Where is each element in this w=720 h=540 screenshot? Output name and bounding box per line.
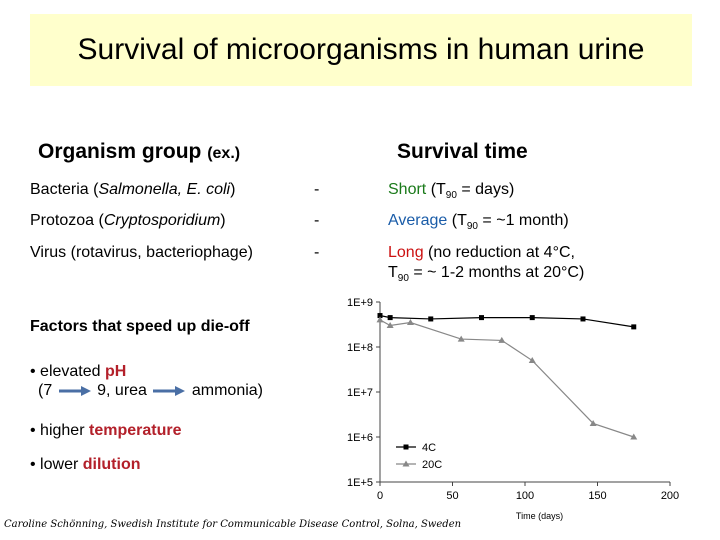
data-point-20c (457, 335, 465, 342)
title-banner: Survival of microorganisms in human urin… (30, 14, 692, 86)
data-point-20c (402, 460, 410, 467)
time-text: (no reduction at 4°C, (423, 244, 575, 261)
row-virus-dash: - (314, 244, 320, 261)
header-survival-time: Survival time (397, 140, 528, 163)
x-axis-label: Time (days) (516, 511, 563, 521)
data-point-4c (403, 444, 409, 450)
x-tick-label: 150 (588, 490, 606, 502)
time-text: (T (447, 212, 467, 229)
x-tick-label: 50 (446, 490, 458, 502)
organism-end: ) (230, 181, 236, 198)
organism-text: Bacteria ( (30, 181, 99, 198)
factor-key-dilution: dilution (82, 456, 141, 473)
survival-short: Short (388, 181, 427, 198)
row-bacteria-organism: Bacteria (Salmonella, E. coli) (30, 180, 235, 200)
factor-temperature: • higher temperature (30, 421, 181, 440)
subscript: 90 (445, 190, 457, 202)
data-point-20c (528, 357, 536, 364)
data-point-20c (498, 336, 506, 343)
row-virus-time: Long (no reduction at 4°C, T90 = ~ 1-2 m… (388, 243, 584, 289)
survival-average: Average (388, 212, 448, 229)
time-text-line2: T (388, 264, 398, 281)
factor-ph: • elevated pH (30, 362, 126, 381)
organism-end: ) (220, 212, 226, 229)
credit-line: Caroline Schönning, Swedish Institute fo… (4, 519, 462, 530)
arrow-right-icon (58, 385, 91, 396)
data-point-4c (387, 315, 393, 321)
subscript: 90 (466, 221, 478, 233)
y-tick-label: 1E+9 (347, 297, 373, 309)
row-protozoa-organism: Protozoa (Cryptosporidium) (30, 211, 226, 231)
subscript: 90 (397, 273, 409, 285)
arrow-right-icon (153, 385, 186, 396)
data-point-20c (630, 433, 638, 440)
factor-ph-detail: (7 9, urea ammonia) (38, 381, 263, 400)
data-point-20c (406, 319, 414, 326)
factor-key-temperature: temperature (88, 422, 182, 439)
factor-text: higher (35, 422, 89, 439)
data-point-20c (386, 322, 394, 329)
data-point-4c (377, 313, 383, 319)
time-text-end: = ~1 month) (477, 212, 569, 229)
y-tick-label: 1E+8 (347, 342, 373, 354)
factor-dilution: • lower dilution (30, 455, 141, 474)
time-text: (T (426, 181, 446, 198)
survival-long: Long (388, 244, 424, 261)
header-organism-ex: (ex.) (207, 145, 241, 162)
series-line-20c (379, 319, 634, 438)
survival-chart: 1E+9 1E+8 1E+7 1E+6 1E+5 0 50 100 150 200 Time (da… (347, 297, 679, 521)
bullet: • (30, 363, 36, 380)
organism-text: Protozoa ( (30, 212, 104, 229)
organism-italic: Salmonella, E. coli (98, 181, 231, 198)
data-point-20c (376, 316, 384, 323)
row-bacteria-time: Short (T90 = days) (388, 180, 514, 206)
header-organism-group: Organism group (ex.) (38, 140, 240, 164)
y-tick-label: 1E+5 (347, 477, 373, 489)
header-organism-label: Organism group (38, 140, 202, 163)
y-tick-label: 1E+7 (347, 387, 373, 399)
data-point-4c (631, 324, 637, 330)
time-text-line2-end: = ~ 1-2 months at 20°C) (408, 264, 585, 281)
factor-text: elevated (35, 363, 105, 380)
bullet: • (30, 456, 36, 473)
page-title: Survival of microorganisms in human urin… (77, 33, 645, 66)
bullet: • (30, 422, 36, 439)
factors-title: Factors that speed up die-off (30, 318, 250, 335)
ph-detail-a: (7 (38, 382, 53, 399)
row-protozoa-time: Average (T90 = ~1 month) (388, 211, 569, 237)
row-protozoa-dash: - (314, 212, 320, 229)
data-point-4c (580, 316, 586, 322)
organism-italic: Cryptosporidium (103, 212, 221, 229)
data-point-20c (589, 419, 597, 426)
row-bacteria-dash: - (314, 181, 320, 198)
x-tick-label: 200 (661, 490, 679, 502)
legend-label: 4C (422, 442, 436, 454)
ph-detail-b: 9, urea (97, 382, 147, 399)
factor-text: lower (35, 456, 83, 473)
ph-detail-c: ammonia) (191, 382, 263, 399)
data-point-4c (529, 315, 535, 321)
legend-label: 20C (422, 459, 442, 471)
factor-key-ph: pH (105, 363, 127, 380)
time-text-end: = days) (456, 181, 515, 198)
y-tick-label: 1E+6 (347, 432, 373, 444)
x-tick-label: 0 (377, 490, 383, 502)
data-point-4c (479, 315, 484, 321)
row-virus-organism: Virus (rotavirus, bacteriophage) (30, 244, 253, 261)
data-point-4c (428, 316, 434, 322)
x-tick-label: 100 (516, 490, 534, 502)
